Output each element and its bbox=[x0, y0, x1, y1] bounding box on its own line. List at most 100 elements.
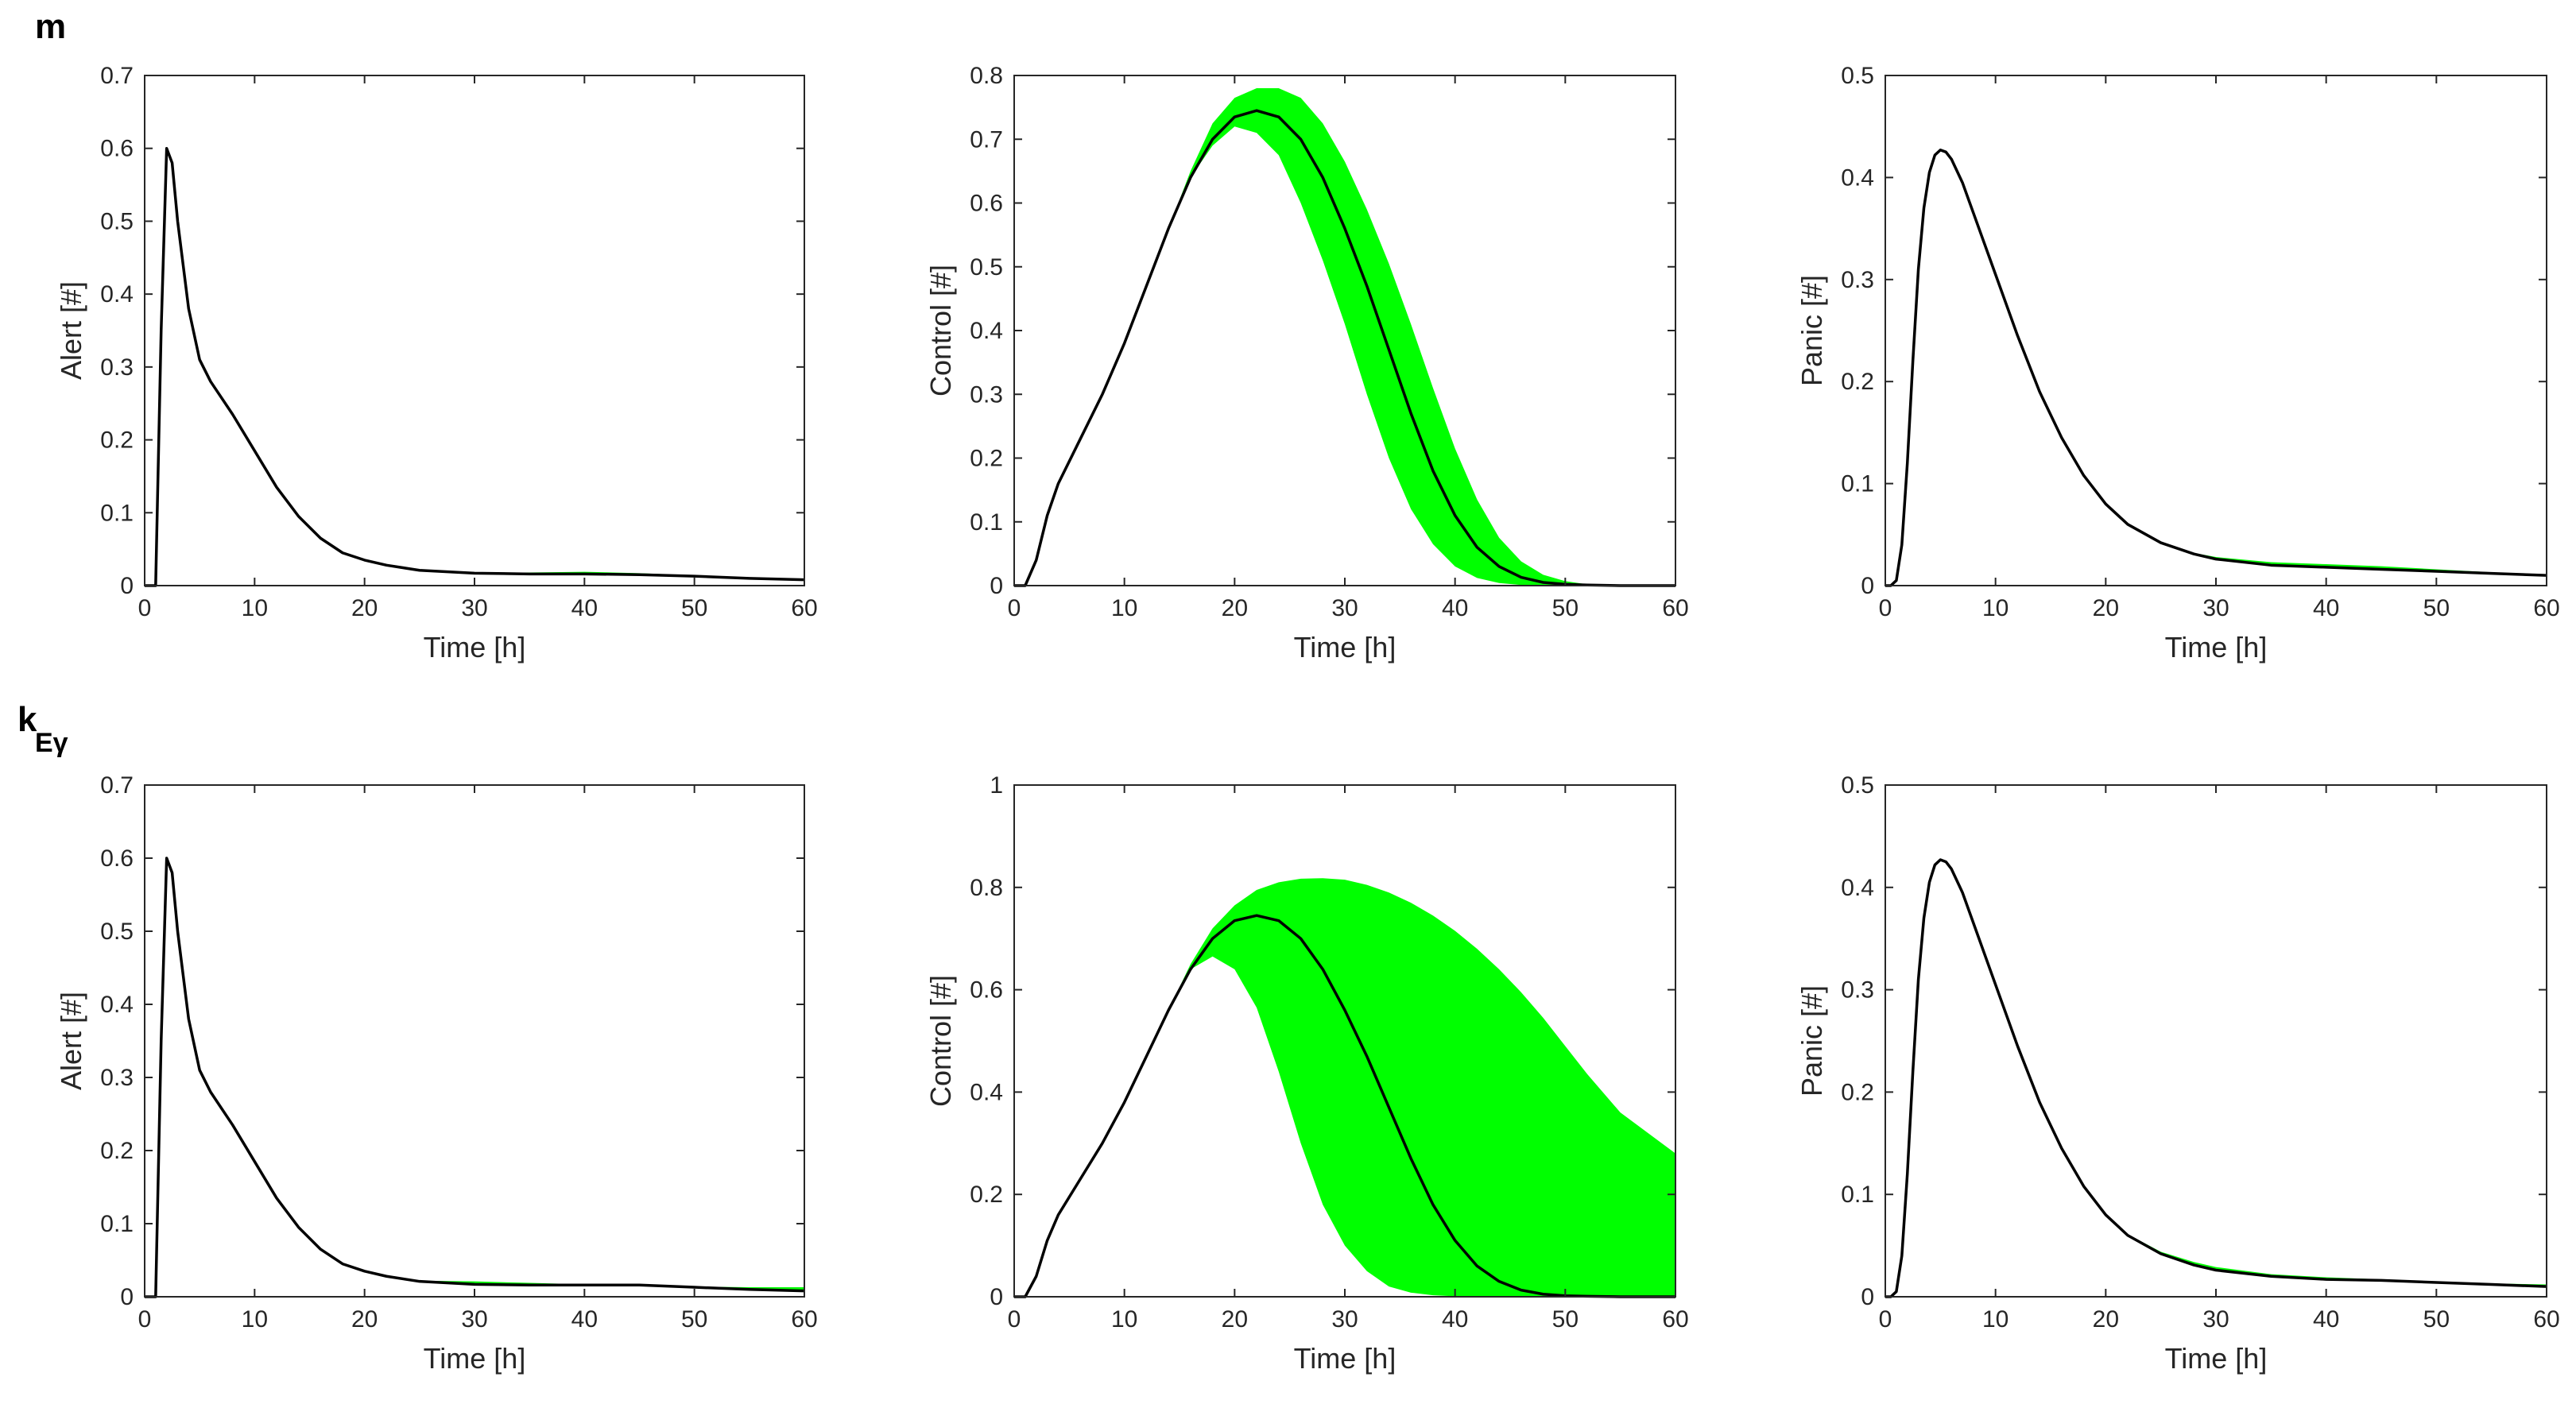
row-label-text: k bbox=[17, 700, 37, 739]
x-tick-label: 40 bbox=[1442, 595, 1468, 621]
y-tick-label: 0.4 bbox=[1841, 875, 1874, 901]
x-tick-label: 10 bbox=[242, 595, 268, 621]
y-tick-label: 0 bbox=[120, 573, 134, 599]
x-tick-label: 20 bbox=[2093, 1306, 2119, 1333]
x-tick-label: 40 bbox=[571, 1306, 598, 1333]
chart-panel: 0 10 20 30 40 50 60 0 0.1 0.2 0.3 0.4 0.5 0.6 0.7 Time … bbox=[55, 63, 818, 663]
x-tick-label: 50 bbox=[681, 1306, 707, 1333]
y-axis-label: Alert [#] bbox=[55, 992, 87, 1090]
y-tick-label: 0.6 bbox=[100, 136, 134, 162]
y-tick-label: 0.4 bbox=[1841, 164, 1874, 191]
x-axis-label: Time [h] bbox=[2165, 631, 2268, 663]
mean-line bbox=[1885, 148, 2547, 587]
x-tick-label: 20 bbox=[2093, 595, 2119, 621]
chart-panel: 0 10 20 30 40 50 60 0 0.1 0.2 0.3 0.4 0.5 0.6 0.7 Time … bbox=[55, 772, 818, 1375]
y-tick-label: 0.1 bbox=[100, 1211, 134, 1237]
y-axis-label: Control [#] bbox=[924, 975, 957, 1107]
x-tick-label: 30 bbox=[2202, 595, 2229, 621]
x-tick-label: 0 bbox=[1879, 1306, 1892, 1333]
y-tick-label: 0 bbox=[990, 1284, 1003, 1310]
mean-line bbox=[145, 146, 805, 587]
y-tick-label: 0 bbox=[1861, 573, 1874, 599]
y-tick-label: 0.6 bbox=[970, 977, 1003, 1004]
x-axis-label: Time [h] bbox=[1294, 1342, 1396, 1375]
row-label-k: k Eγ bbox=[17, 700, 68, 758]
chart-panel: 0 10 20 30 40 50 60 0 0.1 0.2 0.3 0.4 0.5 Time [h] Pan… bbox=[1795, 63, 2560, 663]
y-tick-label: 0.1 bbox=[970, 509, 1003, 536]
x-tick-label: 60 bbox=[791, 595, 817, 621]
x-tick-label: 60 bbox=[791, 1306, 817, 1333]
row-label-text: m bbox=[35, 7, 66, 46]
y-tick-label: 0.6 bbox=[100, 845, 134, 872]
x-tick-label: 50 bbox=[1552, 1306, 1579, 1333]
x-tick-label: 10 bbox=[1982, 1306, 2009, 1333]
x-tick-label: 30 bbox=[1331, 1306, 1358, 1333]
confidence-band bbox=[1885, 149, 2547, 586]
y-tick-label: 0.3 bbox=[1841, 977, 1874, 1004]
mean-line bbox=[1014, 109, 1675, 587]
y-tick-label: 0.4 bbox=[100, 992, 134, 1018]
x-tick-label: 40 bbox=[571, 595, 598, 621]
row-label-m: m bbox=[35, 7, 66, 46]
y-tick-label: 0.5 bbox=[100, 919, 134, 945]
x-tick-label: 60 bbox=[1662, 595, 1688, 621]
x-tick-label: 0 bbox=[138, 595, 152, 621]
y-tick-label: 0.8 bbox=[970, 875, 1003, 901]
y-tick-label: 0.4 bbox=[970, 318, 1003, 344]
y-axis-label: Control [#] bbox=[924, 265, 957, 396]
y-tick-label: 0.2 bbox=[1841, 369, 1874, 395]
x-tick-label: 10 bbox=[242, 1306, 268, 1333]
axes-box bbox=[144, 75, 805, 586]
x-axis-label: Time [h] bbox=[1294, 631, 1396, 663]
y-axis-label: Panic [#] bbox=[1795, 985, 1828, 1097]
axes-box bbox=[144, 784, 805, 1298]
x-tick-label: 20 bbox=[351, 595, 378, 621]
axes-box bbox=[1885, 784, 2547, 1298]
y-tick-label: 0.3 bbox=[970, 381, 1003, 408]
x-tick-label: 50 bbox=[681, 595, 707, 621]
y-tick-label: 0.5 bbox=[970, 254, 1003, 280]
x-tick-label: 30 bbox=[461, 1306, 487, 1333]
axes-box bbox=[1885, 75, 2547, 586]
x-tick-label: 10 bbox=[1982, 595, 2009, 621]
x-tick-label: 0 bbox=[1879, 595, 1892, 621]
x-tick-label: 30 bbox=[461, 595, 487, 621]
x-tick-label: 10 bbox=[1111, 1306, 1137, 1333]
chart-panel: 0 10 20 30 40 50 60 0 0.1 0.2 0.3 0.4 0.5 0.6 0.7 0.8 Ti… bbox=[924, 63, 1689, 663]
mean-line bbox=[145, 857, 805, 1298]
x-tick-label: 0 bbox=[1008, 1306, 1021, 1333]
x-tick-label: 60 bbox=[1662, 1306, 1688, 1333]
x-tick-label: 20 bbox=[351, 1306, 378, 1333]
y-tick-label: 0.7 bbox=[100, 63, 134, 89]
x-tick-label: 60 bbox=[2533, 1306, 2559, 1333]
x-tick-label: 50 bbox=[2423, 595, 2450, 621]
y-tick-label: 0.5 bbox=[1841, 772, 1874, 799]
x-axis-label: Time [h] bbox=[424, 1342, 526, 1375]
y-tick-label: 0.1 bbox=[1841, 1182, 1874, 1208]
y-tick-label: 0 bbox=[1861, 1284, 1874, 1310]
y-tick-label: 0.2 bbox=[100, 427, 134, 454]
mean-line bbox=[1885, 858, 2547, 1298]
panels: 0 10 20 30 40 50 6000.10.20.30.40.50.60.7Time … bbox=[55, 63, 2560, 1375]
x-tick-label: 50 bbox=[2423, 1306, 2450, 1333]
y-tick-label: 0.7 bbox=[970, 126, 1003, 153]
x-tick-label: 40 bbox=[2313, 1306, 2339, 1333]
x-axis-label: Time [h] bbox=[2165, 1342, 2268, 1375]
chart-panel: 0 10 20 30 40 50 60 0 0.1 0.2 0.3 0.4 0.5 Time [h] Pan… bbox=[1795, 772, 2560, 1375]
y-tick-label: 0.3 bbox=[100, 354, 134, 381]
mean-line bbox=[1014, 914, 1675, 1298]
y-tick-label: 0.2 bbox=[1841, 1079, 1874, 1105]
x-tick-label: 60 bbox=[2533, 595, 2559, 621]
y-tick-label: 1 bbox=[990, 772, 1003, 799]
y-tick-label: 0.1 bbox=[1841, 471, 1874, 497]
confidence-band bbox=[1885, 860, 2547, 1297]
x-tick-label: 0 bbox=[138, 1306, 152, 1333]
x-tick-label: 0 bbox=[1008, 595, 1021, 621]
x-tick-label: 50 bbox=[1552, 595, 1579, 621]
y-axis-label: Panic [#] bbox=[1795, 275, 1828, 386]
confidence-band bbox=[145, 858, 804, 1297]
row-label-subscript: Eγ bbox=[35, 728, 68, 758]
x-tick-label: 40 bbox=[1442, 1306, 1468, 1333]
confidence-band bbox=[145, 148, 804, 586]
